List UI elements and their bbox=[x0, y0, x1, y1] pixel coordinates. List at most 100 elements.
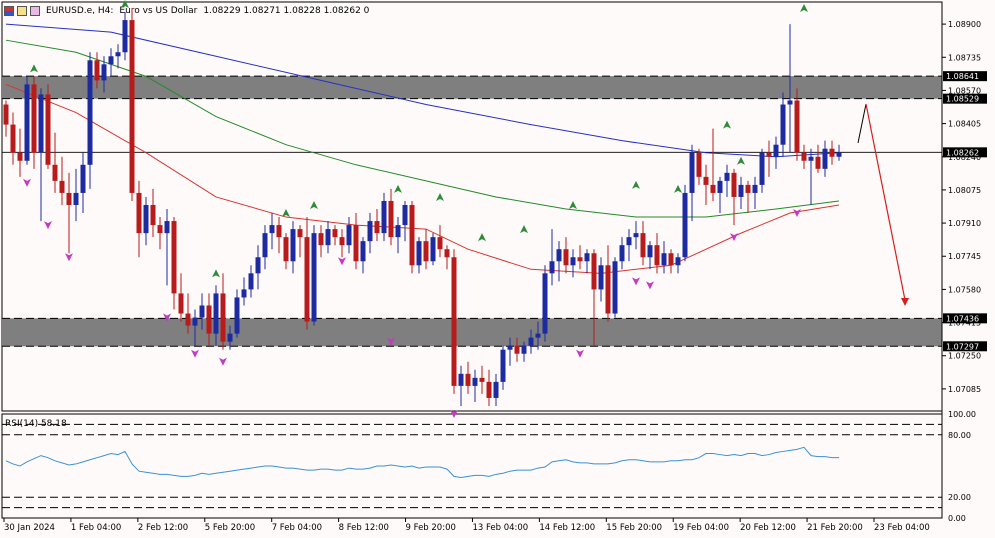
candle bbox=[255, 245, 261, 290]
candle-body bbox=[794, 100, 800, 153]
rsi-level-label: 80.00 bbox=[948, 431, 971, 440]
candle bbox=[633, 221, 639, 250]
candle bbox=[311, 225, 317, 326]
candle bbox=[318, 225, 324, 258]
candle-body bbox=[822, 148, 828, 169]
candle-body bbox=[766, 152, 772, 157]
chart-symbol-name: Euro vs US Dollar bbox=[119, 6, 198, 16]
chart-type-icon[interactable] bbox=[4, 6, 14, 16]
candle bbox=[136, 180, 142, 258]
candle-body bbox=[710, 184, 716, 193]
price-tick-label: 1.08900 bbox=[948, 20, 981, 29]
candle bbox=[430, 233, 436, 266]
price-tick-label: 1.08570 bbox=[948, 86, 981, 95]
time-tick-label: 5 Feb 20:00 bbox=[205, 523, 255, 533]
candle-body bbox=[353, 225, 359, 262]
candle bbox=[801, 144, 807, 169]
fractal-up-arrow bbox=[520, 225, 528, 234]
time-tick-label: 23 Feb 04:00 bbox=[874, 523, 930, 533]
candle bbox=[206, 293, 212, 346]
fractal-down-arrow bbox=[730, 233, 738, 242]
candle bbox=[829, 140, 835, 165]
candle-body bbox=[612, 261, 618, 314]
candle-body bbox=[192, 317, 198, 326]
fractal-down-arrow bbox=[65, 253, 73, 262]
candle-body bbox=[178, 293, 184, 314]
candle bbox=[724, 164, 730, 197]
candle-body bbox=[619, 245, 625, 262]
fractal-up-arrow bbox=[632, 180, 640, 189]
candle-body bbox=[171, 221, 177, 294]
candle bbox=[640, 221, 646, 266]
rsi-level-label: 20.00 bbox=[948, 493, 971, 502]
candle bbox=[521, 341, 527, 362]
candle-body bbox=[31, 84, 37, 153]
price-marker-box bbox=[943, 147, 987, 158]
candle bbox=[346, 217, 352, 254]
candle bbox=[472, 369, 478, 402]
candle-body bbox=[339, 237, 345, 246]
rsi-level-label: 0.00 bbox=[948, 514, 966, 523]
candle bbox=[549, 229, 555, 286]
price-tick-label: 1.07745 bbox=[948, 252, 981, 261]
price-tick-label: 1.07250 bbox=[948, 352, 981, 361]
candle-body bbox=[731, 172, 737, 197]
candle bbox=[24, 76, 30, 165]
candle-body bbox=[157, 225, 163, 234]
candle bbox=[395, 217, 401, 254]
candle bbox=[150, 188, 156, 238]
candle bbox=[766, 140, 772, 177]
fractal-down-arrow bbox=[219, 357, 227, 366]
candle bbox=[605, 245, 611, 322]
time-tick-label: 14 Feb 12:00 bbox=[539, 523, 595, 533]
price-tick-label: 1.08075 bbox=[948, 186, 981, 195]
candle bbox=[437, 225, 443, 258]
candle bbox=[276, 217, 282, 254]
zone-1 bbox=[2, 318, 942, 347]
price-tick-label: 1.07580 bbox=[948, 285, 981, 294]
candle-body bbox=[311, 233, 317, 322]
candle bbox=[409, 200, 415, 274]
time-tick-label: 1 Feb 04:00 bbox=[71, 523, 121, 533]
candle-body bbox=[689, 152, 695, 193]
candle bbox=[171, 217, 177, 310]
candle-body bbox=[262, 233, 268, 258]
candle-body bbox=[325, 229, 331, 246]
rsi-level-label: 100.00 bbox=[948, 410, 976, 419]
candle bbox=[689, 144, 695, 222]
candle-body bbox=[465, 373, 471, 386]
data-window-icon[interactable] bbox=[17, 6, 27, 16]
candle bbox=[444, 245, 450, 270]
price-marker-box bbox=[943, 313, 987, 324]
candle-body bbox=[836, 152, 842, 157]
candle bbox=[332, 225, 338, 246]
candle-body bbox=[535, 333, 541, 338]
price-marker-label: 1.08262 bbox=[946, 148, 979, 157]
candle-body bbox=[241, 289, 247, 298]
candle bbox=[528, 329, 534, 354]
candle bbox=[584, 249, 590, 274]
candle-body bbox=[773, 144, 779, 157]
candle bbox=[199, 293, 205, 330]
candle bbox=[458, 365, 464, 406]
rsi-title: RSI(14) 58.18 bbox=[5, 419, 67, 429]
candle bbox=[815, 144, 821, 173]
candle-body bbox=[584, 253, 590, 262]
candle bbox=[759, 148, 765, 193]
candle bbox=[675, 253, 681, 274]
candle-body bbox=[591, 253, 597, 290]
candle-body bbox=[185, 313, 191, 326]
candle bbox=[745, 180, 751, 214]
indicator-icon[interactable] bbox=[30, 6, 40, 16]
candle-body bbox=[129, 20, 135, 193]
candle-body bbox=[696, 152, 702, 177]
candle bbox=[563, 237, 569, 274]
fractal-down-arrow bbox=[646, 281, 654, 290]
candle-body bbox=[220, 293, 226, 342]
candle-body bbox=[3, 104, 9, 125]
candle bbox=[486, 369, 492, 406]
candle bbox=[822, 140, 828, 177]
moving-average-mid bbox=[5, 39, 840, 218]
candle bbox=[451, 249, 457, 394]
